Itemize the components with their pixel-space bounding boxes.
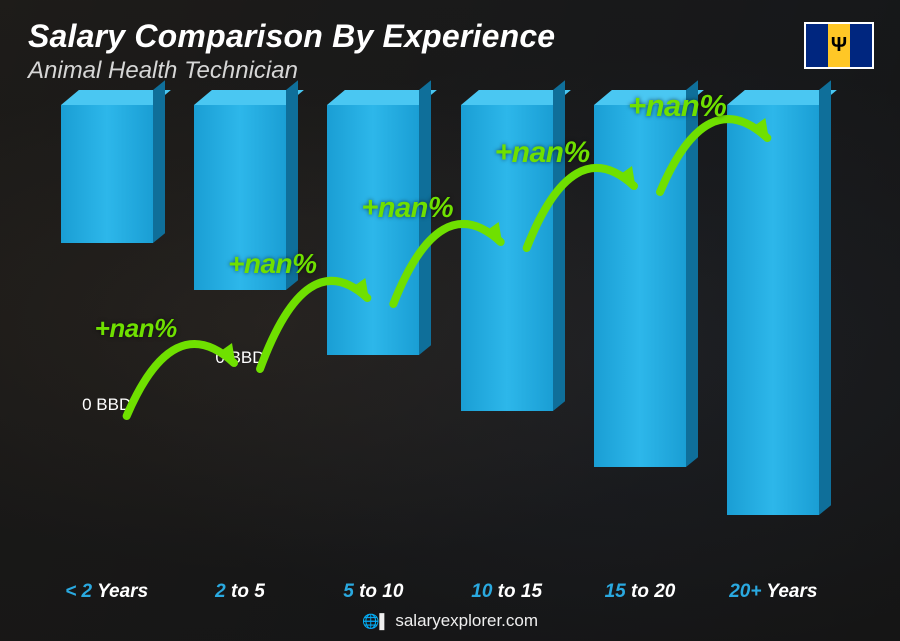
flag-stripe-right (850, 24, 872, 67)
trident-icon: Ψ (831, 34, 847, 57)
bar (194, 105, 286, 290)
bar-side-face (553, 80, 565, 411)
bar-front-face (61, 105, 153, 243)
x-axis-label: 15 to 20 (573, 581, 706, 603)
bar-side-face (819, 80, 831, 515)
x-axis-labels: < 2 Years2 to 55 to 1010 to 1515 to 2020… (40, 581, 840, 603)
bar-chart: 0 BBD0 BBD0 BBD0 BBD0 BBD0 BBD (40, 105, 840, 575)
title-block: Salary Comparison By Experience Animal H… (28, 18, 555, 85)
flag-stripe-left (806, 24, 828, 67)
bar-group: 0 BBD (707, 105, 840, 575)
bar (61, 105, 153, 243)
x-axis-label: 5 to 10 (307, 581, 440, 603)
bar (461, 105, 553, 411)
bar-group: 0 BBD (440, 105, 573, 575)
globe-icon: 🌐▌ (362, 613, 389, 630)
country-flag: Ψ (804, 22, 874, 69)
x-axis-label: 10 to 15 (440, 581, 573, 603)
bar-value-label: 0 BBD (82, 395, 131, 415)
bar (327, 105, 419, 355)
bar (727, 105, 819, 515)
bar-group: 0 BBD (573, 105, 706, 575)
bar-front-face (727, 105, 819, 515)
bar-group: 0 BBD (40, 105, 173, 575)
bar-front-face (594, 105, 686, 467)
bar-front-face (461, 105, 553, 411)
x-axis-label: < 2 Years (40, 581, 173, 603)
page-title: Salary Comparison By Experience (28, 18, 555, 55)
bar-front-face (194, 105, 286, 290)
bar (594, 105, 686, 467)
bar-side-face (419, 80, 431, 355)
infographic-canvas: Salary Comparison By Experience Animal H… (0, 0, 900, 641)
x-axis-label: 20+ Years (707, 581, 840, 603)
bar-side-face (286, 80, 298, 290)
bar-group: 0 BBD (173, 105, 306, 575)
x-axis-label: 2 to 5 (173, 581, 306, 603)
bar-front-face (327, 105, 419, 355)
page-subtitle: Animal Health Technician (28, 57, 555, 85)
footer: 🌐▌ salaryexplorer.com (0, 611, 900, 631)
bar-side-face (686, 80, 698, 467)
flag-stripe-center: Ψ (828, 24, 850, 67)
bar-group: 0 BBD (307, 105, 440, 575)
footer-text: salaryexplorer.com (395, 611, 538, 631)
bar-value-label: 0 BBD (215, 348, 264, 368)
bar-side-face (153, 80, 165, 243)
